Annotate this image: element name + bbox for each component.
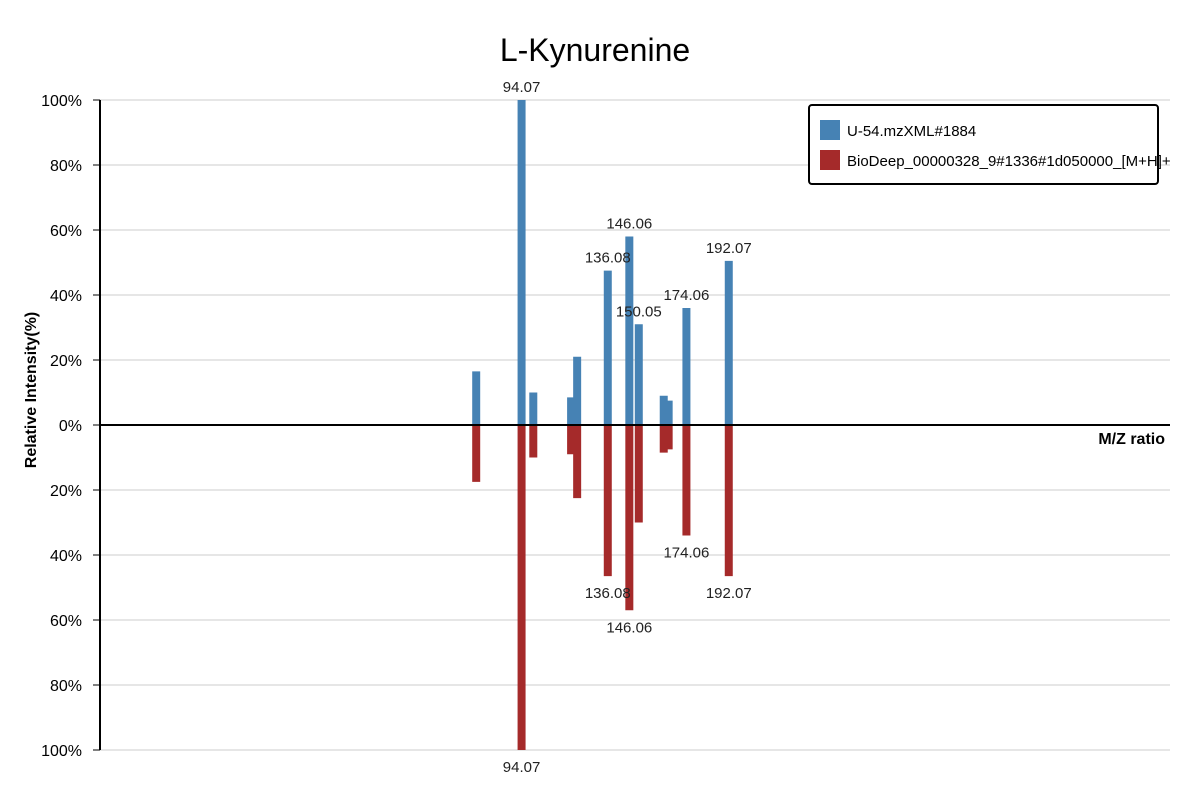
query-peak-label: 174.06 xyxy=(663,287,709,304)
legend-box xyxy=(808,104,1159,185)
reference-peak-bar xyxy=(517,425,526,750)
query-peak-bar xyxy=(529,392,538,425)
reference-peak-bar xyxy=(682,425,691,536)
query-peak-bar xyxy=(682,308,691,425)
chart-title: L-Kynurenine xyxy=(500,32,690,68)
y-tick-label: 60% xyxy=(50,613,82,630)
peak-bars xyxy=(472,100,733,750)
query-peak-bar xyxy=(472,371,481,425)
query-peak-bar xyxy=(664,400,673,425)
reference-peak-label: 136.08 xyxy=(585,585,631,602)
peak-labels: 94.07136.08146.06150.05174.06192.0794.07… xyxy=(503,79,752,776)
query-peak-bar xyxy=(634,324,643,425)
y-tick-label: 0% xyxy=(59,418,82,435)
query-peak-bar xyxy=(603,270,612,425)
reference-peak-label: 94.07 xyxy=(503,759,541,776)
axes xyxy=(99,100,1170,750)
query-peak-bar xyxy=(625,236,634,425)
query-peak-label: 94.07 xyxy=(503,79,541,96)
y-tick-label: 80% xyxy=(50,678,82,695)
reference-peak-bar xyxy=(659,425,668,453)
query-peak-label: 146.06 xyxy=(606,216,652,233)
y-axis-title: Relative Intensity(%) xyxy=(23,312,40,468)
query-peak-label: 136.08 xyxy=(585,250,631,267)
x-axis-title: M/Z ratio xyxy=(1098,431,1165,448)
reference-peak-bar xyxy=(573,425,582,499)
y-tick-label: 100% xyxy=(41,93,82,110)
reference-peak-bar xyxy=(625,425,634,611)
reference-peak-bar xyxy=(634,425,643,523)
query-peak-label: 150.05 xyxy=(616,303,662,320)
y-tick-label: 40% xyxy=(50,288,82,305)
reference-peak-bar xyxy=(472,425,481,482)
reference-peak-label: 192.07 xyxy=(706,585,752,602)
query-peak-bar xyxy=(659,395,668,425)
y-tick-labels: 100% 80% 60% 40% 20% 0% 20% 40% 60% 80% 100% xyxy=(41,93,100,760)
query-peak-bar xyxy=(724,260,733,425)
query-peak-bar xyxy=(567,397,576,425)
legend-swatch-reference xyxy=(820,150,840,170)
query-peak-bar xyxy=(573,356,582,425)
y-tick-label: 60% xyxy=(50,223,82,240)
reference-peak-bar xyxy=(529,425,538,458)
y-tick-label: 40% xyxy=(50,548,82,565)
reference-peak-label: 174.06 xyxy=(663,545,709,562)
reference-peak-bar xyxy=(664,425,673,450)
reference-peak-label: 146.06 xyxy=(606,619,652,636)
y-tick-label: 100% xyxy=(41,743,82,760)
y-tick-label: 20% xyxy=(50,483,82,500)
legend-swatch-query xyxy=(820,120,840,140)
legend-label-query: U-54.mzXML#1884 xyxy=(847,123,976,140)
legend: U-54.mzXML#1884 BioDeep_00000328_9#1336#… xyxy=(808,104,1171,185)
y-tick-label: 80% xyxy=(50,158,82,175)
legend-label-reference: BioDeep_00000328_9#1336#1d050000_[M+H]+ xyxy=(847,153,1171,170)
query-peak-label: 192.07 xyxy=(706,240,752,257)
y-tick-label: 20% xyxy=(50,353,82,370)
reference-peak-bar xyxy=(567,425,576,455)
reference-peak-bar xyxy=(724,425,733,577)
query-peak-bar xyxy=(517,100,526,425)
reference-peak-bar xyxy=(603,425,612,577)
